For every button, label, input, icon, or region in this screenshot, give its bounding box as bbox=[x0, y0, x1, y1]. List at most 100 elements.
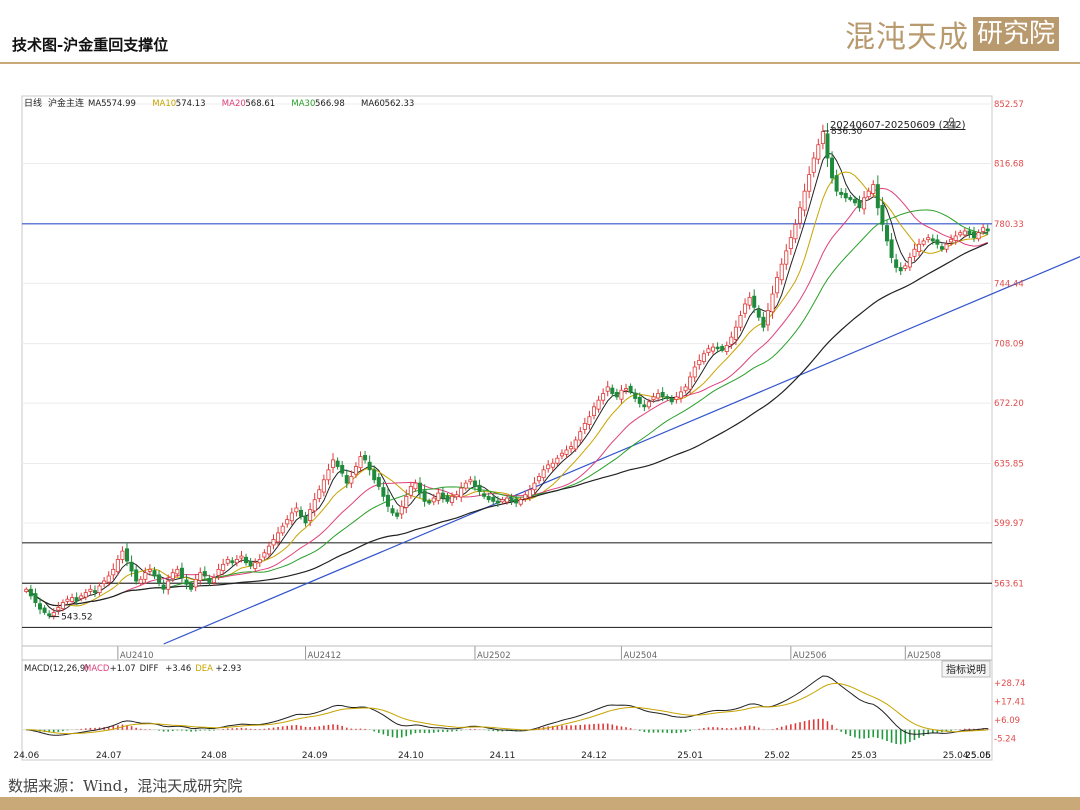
macd-legend-value: +1.07 bbox=[110, 664, 136, 674]
candle-body bbox=[312, 499, 317, 512]
macd-legend-name: DEA bbox=[195, 664, 213, 674]
ma-legend-value: 562.33 bbox=[385, 99, 415, 109]
trendline-group bbox=[163, 256, 1080, 645]
candle-body bbox=[669, 398, 674, 403]
candle-body bbox=[532, 482, 537, 491]
candle-body bbox=[372, 469, 377, 481]
candle-body bbox=[170, 572, 175, 580]
candle-body bbox=[967, 230, 972, 235]
candle-body bbox=[857, 200, 862, 209]
macd-legend: MACD +1.07 DIFF +3.46 DEA +2.93 bbox=[84, 664, 241, 674]
candle-body bbox=[697, 359, 702, 366]
candle-body bbox=[798, 207, 803, 224]
candle-body bbox=[193, 578, 198, 588]
candle-body bbox=[871, 184, 876, 194]
candle-body bbox=[353, 466, 358, 475]
candle-body bbox=[788, 237, 793, 249]
candle-body bbox=[395, 512, 400, 517]
date-tick-label: 24.08 bbox=[201, 751, 227, 761]
candle-body bbox=[294, 507, 299, 513]
ma-legend: MA5 574.99 MA10 574.13 MA20 568.61 MA30 566.98 M… bbox=[88, 99, 414, 109]
candle-body bbox=[770, 293, 775, 313]
candle-body bbox=[587, 416, 592, 425]
data-source: 数据来源：Wind，混沌天成研究院 bbox=[8, 777, 243, 795]
candle-body bbox=[472, 480, 477, 487]
contract-label: AU2412 bbox=[308, 651, 342, 661]
lock-icon[interactable] bbox=[947, 117, 956, 129]
low-label: 543.52 bbox=[61, 613, 93, 623]
contract-label: AU2502 bbox=[477, 651, 511, 661]
candle-body bbox=[106, 575, 111, 583]
candle-body bbox=[152, 570, 157, 577]
candle-body bbox=[550, 462, 555, 468]
candle-body bbox=[189, 583, 194, 590]
candle-body bbox=[660, 391, 665, 398]
trend-line bbox=[163, 256, 1080, 645]
date-tick-label: 24.09 bbox=[302, 751, 328, 761]
candle-body bbox=[463, 482, 468, 489]
candle-body bbox=[729, 336, 734, 345]
candle-body bbox=[454, 494, 459, 498]
price-tick-label: 816.68 bbox=[994, 160, 1024, 170]
ma-legend-name: MA10 bbox=[152, 99, 176, 109]
candle-body bbox=[820, 131, 825, 144]
candle-body bbox=[331, 459, 336, 468]
candle-body bbox=[825, 133, 830, 159]
candle-body bbox=[976, 232, 981, 240]
candle-body bbox=[335, 460, 340, 467]
date-tick-label: 24.06 bbox=[13, 751, 39, 761]
candle-body bbox=[88, 588, 93, 592]
candle-body bbox=[610, 387, 615, 394]
candle-body bbox=[875, 184, 880, 209]
candle-body bbox=[546, 464, 551, 470]
candle-body bbox=[33, 593, 38, 603]
candle-body bbox=[225, 559, 230, 564]
period-label: 日线 bbox=[24, 97, 42, 109]
candle-body bbox=[619, 389, 624, 400]
candle-body bbox=[390, 508, 395, 514]
candle-body bbox=[413, 482, 418, 490]
candle-body bbox=[884, 225, 889, 242]
candle-body bbox=[591, 406, 596, 417]
diff-line bbox=[26, 675, 988, 736]
candle-body bbox=[234, 559, 239, 564]
date-tick-label: 25.05 bbox=[965, 751, 991, 761]
candle-body bbox=[276, 532, 281, 543]
candle-body bbox=[628, 385, 633, 393]
candle-body bbox=[646, 401, 651, 408]
candle-body bbox=[802, 190, 807, 211]
contract-label: AU2504 bbox=[623, 651, 657, 661]
date-tick-label: 25.06 bbox=[965, 751, 991, 761]
price-tick-label: 780.33 bbox=[994, 220, 1024, 230]
candle-body bbox=[894, 259, 899, 268]
candle-body bbox=[166, 580, 171, 590]
candle-body bbox=[733, 326, 738, 340]
candle-body bbox=[665, 396, 670, 399]
indicator-help-button[interactable]: 指标说明 bbox=[941, 660, 991, 678]
ma-legend-name: MA20 bbox=[222, 99, 246, 109]
candle-body bbox=[518, 499, 523, 505]
footer-bar bbox=[0, 797, 1080, 810]
price-tick-label: 744.44 bbox=[994, 279, 1024, 289]
candle-body bbox=[775, 277, 780, 294]
candle-body bbox=[459, 487, 464, 498]
candle-body bbox=[308, 509, 313, 521]
annotations: 836.30 543.52 bbox=[49, 127, 863, 623]
candle-body bbox=[761, 316, 766, 328]
candle-body bbox=[239, 555, 244, 559]
candle-body bbox=[134, 569, 139, 582]
candle-body bbox=[427, 500, 432, 504]
candle-body bbox=[953, 235, 958, 241]
macd-legend-value: +3.46 bbox=[165, 664, 191, 674]
candle-body bbox=[74, 597, 79, 602]
candle-body bbox=[157, 574, 162, 584]
date-axis: 24.06 24.07 24.08 24.09 24.10 24.11 24.12 25.01… bbox=[13, 751, 991, 761]
candle-body bbox=[161, 584, 166, 590]
candle-body bbox=[509, 497, 514, 502]
candle-body bbox=[262, 552, 267, 558]
ma-legend-value: 568.61 bbox=[245, 99, 275, 109]
candle-body bbox=[248, 561, 253, 567]
candle-body bbox=[418, 482, 423, 494]
candle-body bbox=[28, 588, 33, 597]
candle-body bbox=[962, 230, 967, 236]
